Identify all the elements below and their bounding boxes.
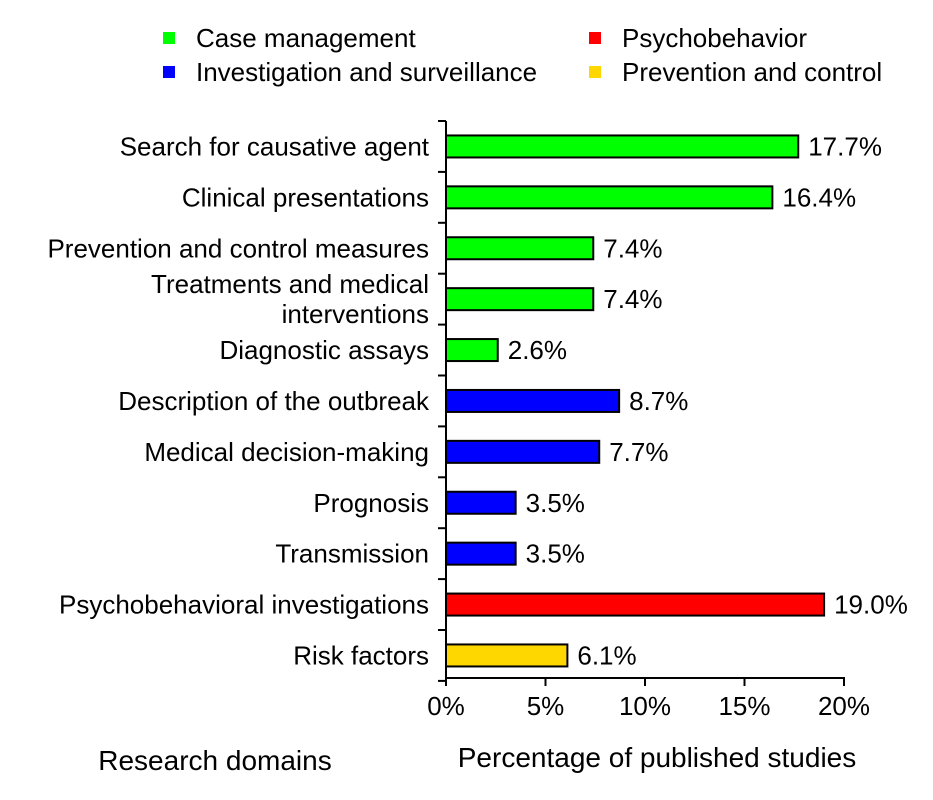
bar-value-label: 3.5% (526, 539, 585, 569)
bar-value-label: 7.4% (603, 284, 662, 314)
legend-swatch (589, 32, 601, 44)
value-labels: 17.7% 16.4% 7.4% 7.4% 2.6% 8.7% 7.7% 3.5% 3.5% 19… (508, 131, 908, 670)
bar-value-label: 2.6% (508, 335, 567, 365)
x-tick-label: 0% (427, 691, 465, 721)
category-label: Treatments and medical (151, 269, 429, 299)
category-label: Search for causative agent (120, 131, 430, 161)
bar-value-label: 6.1% (577, 640, 636, 670)
bar (445, 439, 601, 464)
category-label: Clinical presentations (182, 182, 429, 212)
bar-value-label: 7.4% (603, 233, 662, 263)
bar-value-label: 8.7% (629, 386, 688, 416)
category-label: Description of the outbreak (118, 386, 430, 416)
bar-value-label: 19.0% (834, 590, 908, 620)
legend-label: Case management (196, 23, 416, 53)
bar (445, 236, 595, 261)
axes (438, 120, 845, 686)
bar (445, 643, 569, 668)
x-tick-label: 15% (718, 691, 770, 721)
bar (445, 490, 517, 515)
bar-value-label: 3.5% (526, 488, 585, 518)
legend-label: Psychobehavior (622, 23, 807, 53)
category-label: Risk factors (293, 640, 429, 670)
category-label: Diagnostic assays (219, 335, 429, 365)
bar (445, 388, 621, 413)
bar (445, 541, 517, 566)
legend-label: Investigation and surveillance (196, 57, 537, 87)
bar (445, 185, 774, 210)
bar (445, 338, 499, 363)
bar-value-label: 17.7% (808, 131, 882, 161)
bar-value-label: 7.7% (609, 437, 668, 467)
category-label: Prognosis (313, 488, 429, 518)
category-label: interventions (282, 299, 429, 329)
bar (445, 287, 595, 312)
category-label: Prevention and control measures (47, 233, 429, 263)
legend: Case management Psychobehavior Investigati… (163, 23, 882, 87)
legend-swatch (163, 66, 175, 78)
bar-value-label: 16.4% (782, 182, 856, 212)
bar (445, 134, 800, 159)
bar (445, 592, 826, 617)
x-tick-label: 20% (818, 691, 870, 721)
legend-label: Prevention and control (622, 57, 882, 87)
x-axis-title: Percentage of published studies (458, 742, 857, 773)
x-tick-labels: 0% 5% 10% 15% 20% (427, 691, 870, 721)
y-axis-title: Research domains (98, 745, 331, 776)
category-label: Medical decision-making (144, 437, 429, 467)
x-tick-label: 5% (527, 691, 565, 721)
legend-swatch (163, 32, 175, 44)
legend-swatch (589, 66, 601, 78)
category-label: Psychobehavioral investigations (59, 590, 429, 620)
x-tick-label: 10% (619, 691, 671, 721)
category-labels: Search for causative agent Clinical prese… (47, 131, 430, 670)
category-label: Transmission (275, 539, 429, 569)
